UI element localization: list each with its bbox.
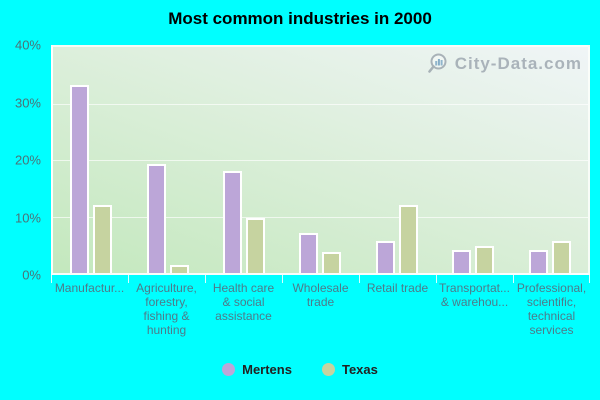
mertens-bar (528, 249, 548, 273)
x-axis-tick (359, 275, 360, 283)
x-axis-label: Health care & social assistance (212, 281, 275, 323)
texas-bar (322, 251, 342, 273)
magnifier-bars-icon (427, 53, 447, 73)
x-axis-label: Professional, scientific, technical service… (516, 281, 587, 337)
x-axis-label: Wholesale trade (292, 281, 349, 309)
mertens-swatch-icon (222, 363, 236, 376)
x-axis-tick (51, 275, 52, 283)
bar-group (512, 47, 588, 273)
mertens-bar (146, 163, 166, 273)
bar-group (129, 47, 205, 273)
y-tick-label: 30% (14, 95, 41, 110)
gridline (53, 103, 588, 105)
gridline (53, 216, 588, 218)
x-axis-tick (282, 275, 283, 283)
y-tick-label: 0% (22, 267, 41, 283)
mertens-bar (223, 171, 243, 273)
mertens-bar (375, 241, 395, 273)
x-axis-label: Retail trade (366, 281, 429, 295)
texas-swatch-icon (321, 363, 335, 376)
bar-group (435, 47, 511, 273)
y-axis: 0% 10% 20% 30% 40% (0, 38, 45, 283)
x-axis-tick (513, 275, 514, 283)
texas-bar (475, 246, 495, 273)
legend-label: Texas (341, 362, 378, 377)
watermark: City-Data.com (427, 52, 582, 76)
y-tick-label: 40% (14, 37, 41, 53)
legend-label: Mertens (242, 362, 292, 377)
x-axis-tick (436, 275, 437, 283)
texas-bar (551, 241, 571, 273)
x-axis-tick (128, 275, 129, 283)
texas-bar (93, 205, 113, 273)
mertens-bar (299, 233, 319, 273)
x-axis-label: Agriculture, forestry, fishing & hunting (136, 281, 197, 337)
legend-item-texas: Texas (321, 362, 378, 377)
gridline (53, 160, 588, 161)
y-tick-label: 20% (14, 152, 41, 168)
texas-bar (246, 218, 266, 273)
plot-inner (53, 47, 588, 273)
watermark-text: City-Data.com (454, 54, 582, 73)
x-axis-tick (589, 275, 590, 283)
y-tick-label: 10% (14, 210, 41, 225)
plot-area: City-Data.com (51, 45, 590, 275)
page-title: Most common industries in 2000 (168, 9, 432, 28)
mertens-bar (70, 84, 90, 273)
x-axis-label: Transportat... & warehou... (439, 281, 510, 309)
legend-item-mertens: Mertens (222, 362, 292, 377)
x-axis-label: Manufactur... (54, 281, 125, 295)
texas-bar (169, 265, 189, 273)
texas-bar (398, 205, 418, 273)
bar-group (53, 47, 129, 273)
bar-group (282, 47, 358, 273)
mertens-bar (452, 249, 472, 273)
x-axis-tick (205, 275, 206, 283)
bar-group (359, 47, 435, 273)
bar-group (206, 47, 282, 273)
legend: Mertens Texas (0, 362, 600, 377)
